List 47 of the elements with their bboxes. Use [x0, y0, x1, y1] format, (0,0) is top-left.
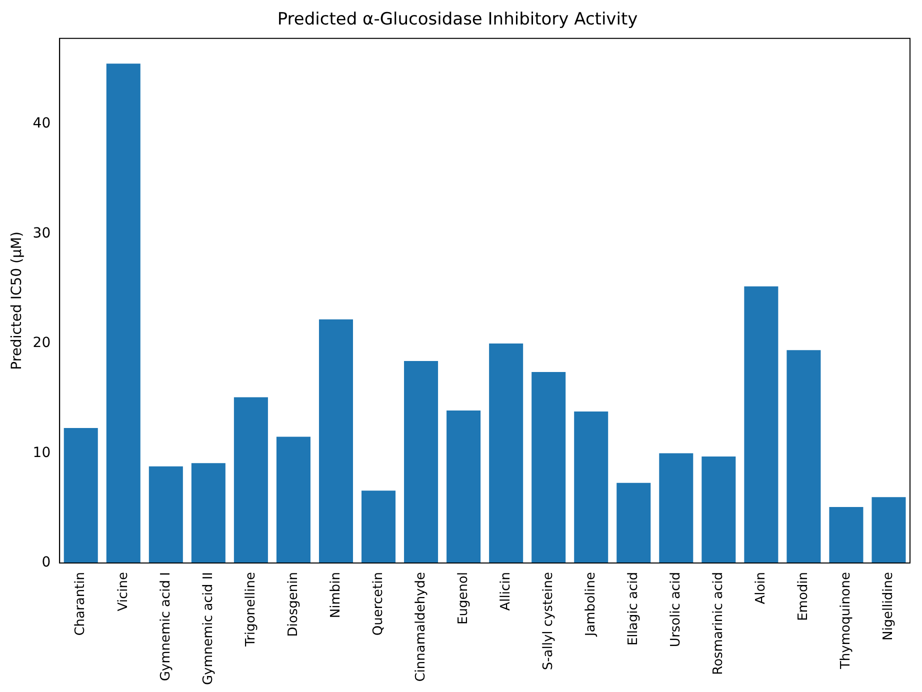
x-tick-label: Quercetin: [370, 572, 386, 636]
x-tick-label: Allicin: [498, 572, 514, 611]
bar: [489, 344, 524, 563]
bar: [276, 436, 310, 563]
x-tick-label: Vicine: [116, 572, 131, 612]
bar: [446, 410, 481, 563]
x-tick-label: S-allyl cysteine: [540, 572, 556, 670]
bar: [744, 286, 778, 563]
bar: [659, 453, 694, 563]
x-tick-label: Gymnemic acid I: [158, 572, 174, 682]
bar: [404, 361, 438, 563]
bar: [362, 490, 396, 563]
x-tick-label: Gymnemic acid II: [200, 572, 216, 686]
x-tick-label: Emodin: [796, 572, 812, 621]
bar: [574, 412, 608, 563]
bar: [786, 350, 821, 563]
x-tick-label: Thymoquinone: [838, 572, 854, 670]
bar: [106, 64, 140, 563]
y-tick-label: 0: [42, 554, 51, 571]
y-tick-label: 10: [32, 444, 51, 461]
chart-title: Predicted α-Glucosidase Inhibitory Activity: [277, 10, 638, 30]
x-tick-label: Eugenol: [456, 572, 471, 625]
x-tick-label: Aloin: [754, 572, 769, 604]
x-tick-label: Diosgenin: [286, 572, 301, 637]
x-tick-label: Charantin: [73, 572, 88, 636]
bar: [829, 507, 864, 563]
x-tick-label: Rosmarinic acid: [711, 572, 726, 675]
bar: [616, 482, 651, 563]
bar: [191, 463, 226, 563]
bar: [702, 456, 736, 563]
x-tick-label: Nimbin: [328, 572, 344, 618]
x-tick-label: Nigellidine: [881, 572, 896, 641]
y-axis-title: Predicted IC50 (μM): [9, 232, 26, 370]
x-tick-label: Jamboline: [583, 572, 598, 638]
x-tick-label: Cinnamaldehyde: [413, 572, 428, 682]
bar: [148, 466, 183, 563]
y-tick-label: 40: [32, 116, 51, 132]
bar: [64, 428, 98, 563]
x-tick-label: Ursolic acid: [668, 572, 684, 648]
bar: [872, 497, 906, 563]
bar: [318, 319, 353, 563]
x-tick-label: Ellagic acid: [626, 572, 641, 646]
bar: [532, 372, 566, 563]
bar: [234, 397, 268, 563]
x-tick-label: Trigonelline: [243, 572, 258, 648]
y-tick-label: 30: [32, 225, 51, 242]
y-tick-label: 20: [32, 335, 51, 352]
